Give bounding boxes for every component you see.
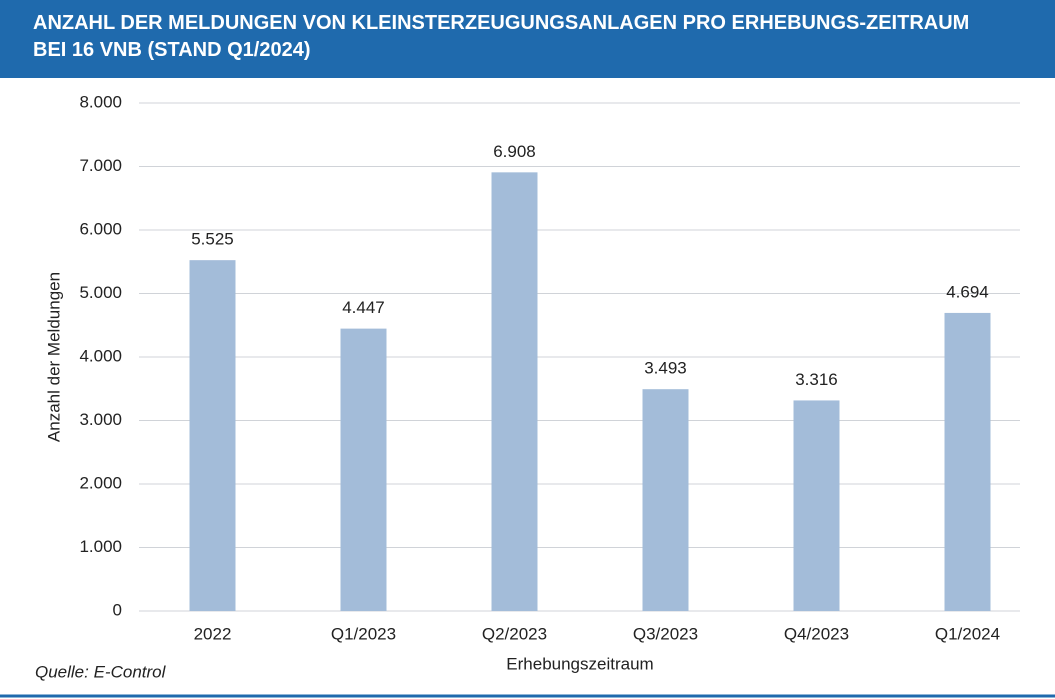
- y-tick-label: 7.000: [79, 156, 122, 175]
- y-tick-label: 5.000: [79, 283, 122, 302]
- y-tick-label: 4.000: [79, 346, 122, 365]
- bar: [793, 400, 840, 611]
- data-label: 4.447: [342, 298, 385, 317]
- y-tick-label: 0: [113, 600, 122, 619]
- bar: [944, 312, 991, 611]
- bar: [340, 328, 387, 611]
- y-tick-label: 1.000: [79, 537, 122, 556]
- x-tick-label: Q3/2023: [633, 624, 698, 643]
- data-label: 6.908: [493, 142, 536, 161]
- x-tick-label: Q2/2023: [482, 624, 547, 643]
- y-tick-label: 3.000: [79, 410, 122, 429]
- y-tick-label: 6.000: [79, 219, 122, 238]
- x-tick-label: Q4/2023: [784, 624, 849, 643]
- data-label: 5.525: [191, 230, 234, 249]
- data-label: 3.316: [795, 370, 838, 389]
- data-label: 3.493: [644, 359, 687, 378]
- y-tick-label: 2.000: [79, 473, 122, 492]
- source: Quelle: E-Control: [35, 662, 167, 681]
- bar: [491, 172, 538, 612]
- title-band: [0, 0, 1055, 78]
- bar: [642, 389, 689, 611]
- bar: [189, 260, 236, 611]
- x-tick-label: Q1/2024: [935, 624, 1000, 643]
- x-axis-label: Erhebungszeitraum: [506, 654, 653, 673]
- y-tick-label: 8.000: [79, 92, 122, 111]
- x-tick-label: 2022: [194, 624, 232, 643]
- data-label: 4.694: [946, 282, 989, 301]
- chart-title: ANZAHL DER MELDUNGEN VON KLEINSTERZEUGUN…: [33, 12, 970, 61]
- y-axis-label: Anzahl der Meldungen: [44, 272, 63, 442]
- x-tick-label: Q1/2023: [331, 624, 396, 643]
